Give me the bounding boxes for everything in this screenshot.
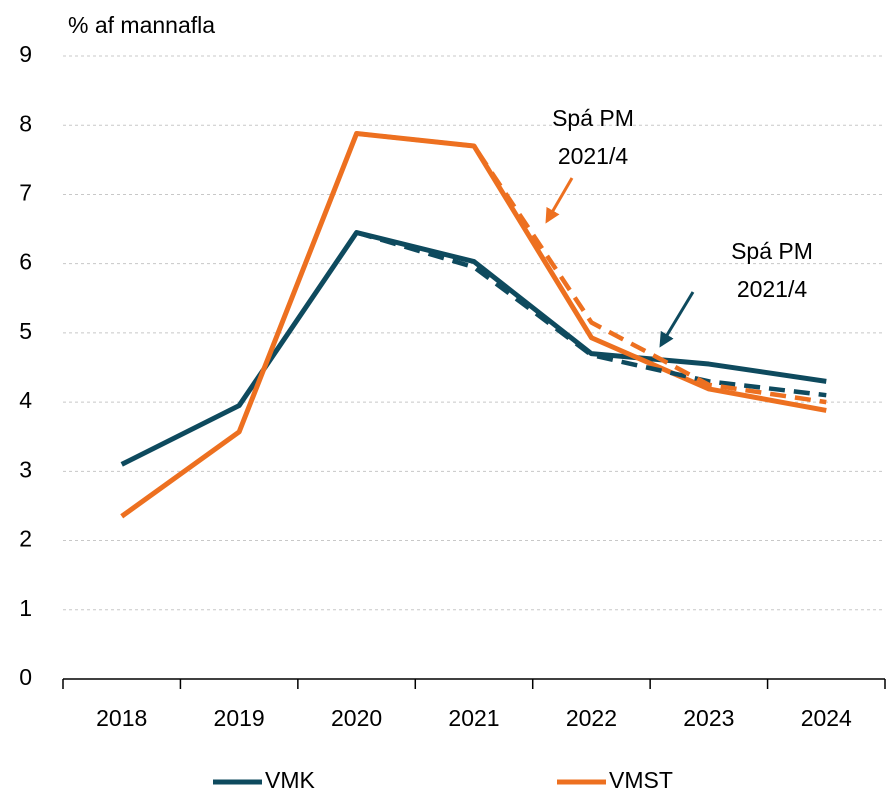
y-tick-label: 3 (19, 456, 32, 482)
y-tick-label: 4 (19, 387, 32, 413)
y-tick-label: 5 (19, 318, 32, 344)
annotation-arrow (659, 291, 695, 348)
x-tick-label: 2022 (566, 705, 617, 731)
y-tick-label: 2 (19, 526, 32, 552)
x-tick-label: 2018 (96, 705, 147, 731)
y-tick-label: 6 (19, 249, 32, 275)
x-tick-label: 2024 (801, 705, 852, 731)
y-axis-label: % af mannafla (68, 12, 215, 38)
annotation: 2021/4 (558, 143, 629, 169)
y-tick-label: 7 (19, 180, 32, 206)
y-tick-label: 1 (19, 595, 32, 621)
x-tick-label: 2020 (331, 705, 382, 731)
annotation: 2021/4 (737, 276, 808, 302)
annotation: Spá PM (552, 105, 634, 131)
y-tick-label: 0 (19, 664, 32, 690)
x-tick-label: 2021 (448, 705, 499, 731)
legend-label: VMK (265, 767, 316, 793)
forecast-line (356, 131, 827, 405)
x-tick-label: 2023 (683, 705, 734, 731)
line (120, 230, 827, 467)
forecast-line (355, 230, 827, 398)
annotation: Spá PM (731, 238, 813, 264)
legend-label: VMST (609, 767, 673, 793)
x-tick-label: 2019 (214, 705, 265, 731)
line (120, 131, 827, 519)
y-tick-label: 9 (19, 41, 32, 67)
y-tick-label: 8 (19, 110, 32, 136)
annotation-arrow (545, 177, 574, 224)
